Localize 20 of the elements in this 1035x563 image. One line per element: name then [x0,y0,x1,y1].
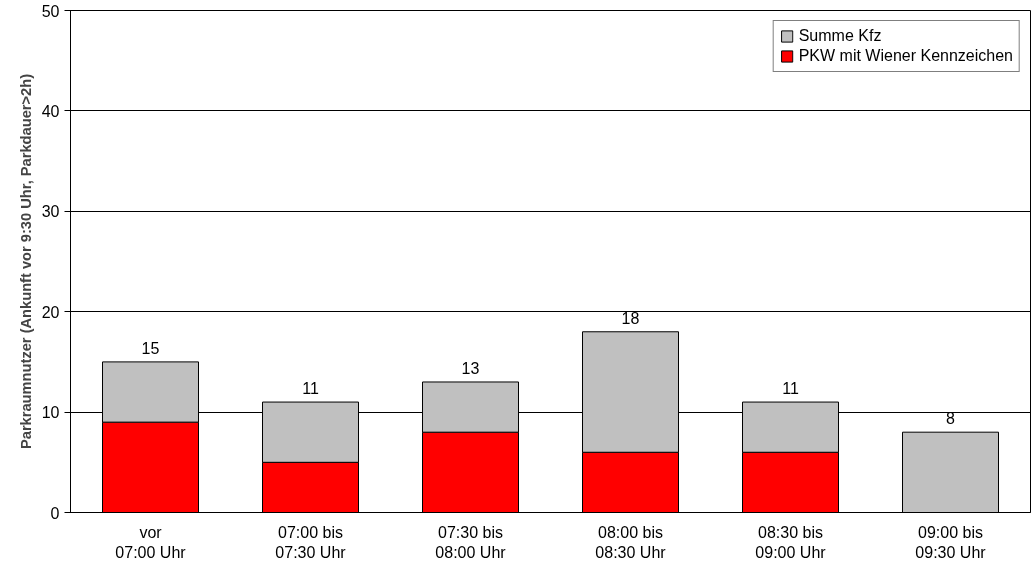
x-tick-label: 08:00 bis 08:30 Uhr [595,523,667,561]
legend-label: PKW mit Wiener Kennzeichen [798,47,1013,65]
x-tick-label: vor 07:00 Uhr [115,523,187,561]
x-tick-label: 09:00 bis 09:30 Uhr [915,523,987,561]
y-tick-label: 40 [41,102,60,120]
total-label: 18 [621,309,640,327]
y-tick-label: 20 [41,303,60,321]
y-tick-label: 10 [41,404,60,422]
x-tick-label: 07:30 bis 08:00 Uhr [435,523,507,561]
total-label: 11 [782,380,799,398]
x-tick-label: 08:30 bis 09:00 Uhr [755,523,827,561]
y-tick-label: 0 [50,504,60,522]
total-label: 13 [461,359,480,377]
y-axis-title: Parkraumnutzer (Ankunft vor 9:30 Uhr, Parkdauer>2h) [17,73,34,450]
x-tick-label: 07:00 bis 07:30 Uhr [275,523,347,561]
legend-label: Summe Kfz [798,27,882,45]
y-tick-label: 50 [41,2,60,20]
total-label: 15 [141,339,160,357]
total-label: 11 [302,380,319,398]
y-tick-label: 30 [41,203,60,221]
